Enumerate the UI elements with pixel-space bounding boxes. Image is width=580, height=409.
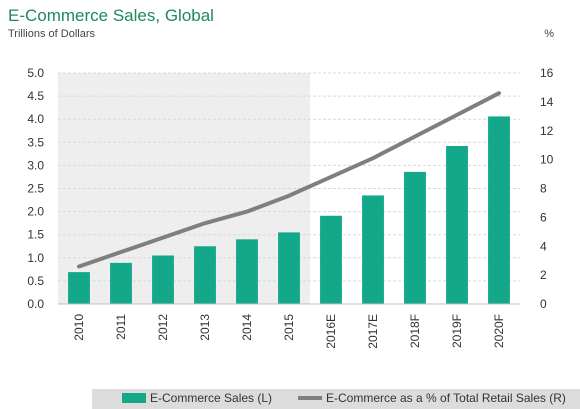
bar: [110, 262, 132, 304]
legend-item-line: E-Commerce as a % of Total Retail Sales …: [298, 391, 566, 405]
right-axis-tick-label: 8: [540, 182, 547, 196]
category-label: 2010: [72, 314, 86, 341]
category-label: 2020F: [492, 314, 506, 348]
category-label: 2016E: [324, 314, 338, 349]
legend-label-line: E-Commerce as a % of Total Retail Sales …: [326, 391, 566, 405]
chart-subtitle: Trillions of Dollars: [8, 28, 96, 40]
right-axis-tick-label: 14: [540, 95, 554, 109]
category-label: 2013: [198, 314, 212, 341]
legend-item-bars: E-Commerce Sales (L): [122, 391, 272, 405]
left-axis-tick-label: 0.0: [27, 297, 44, 311]
category-label: 2015: [282, 314, 296, 341]
category-label: 2014: [240, 314, 254, 341]
left-axis-tick-label: 3.5: [27, 135, 44, 149]
bar: [152, 255, 174, 304]
bar: [278, 232, 300, 304]
legend: E-Commerce Sales (L) E-Commerce as a % o…: [92, 389, 580, 409]
chart-title: E-Commerce Sales, Global: [8, 6, 214, 25]
right-axis-unit: %: [544, 28, 554, 40]
right-axis-tick-label: 16: [540, 66, 554, 80]
right-axis-tick-label: 12: [540, 124, 554, 138]
bar: [320, 215, 342, 304]
category-label: 2017E: [366, 314, 380, 349]
left-axis-tick-label: 2.5: [27, 182, 44, 196]
left-axis-tick-label: 3.0: [27, 158, 44, 172]
right-axis-tick-label: 4: [540, 239, 547, 253]
left-axis-tick-label: 5.0: [27, 66, 44, 80]
left-axis-tick-label: 2.0: [27, 205, 44, 219]
left-axis-tick-label: 1.5: [27, 228, 44, 242]
bar: [236, 239, 258, 304]
left-axis-tick-label: 0.5: [27, 274, 44, 288]
category-label: 2012: [156, 314, 170, 341]
left-axis-tick-label: 4.5: [27, 89, 44, 103]
left-axis-tick-label: 1.0: [27, 251, 44, 265]
right-axis-tick-label: 2: [540, 268, 547, 282]
bar: [446, 145, 468, 304]
bar: [68, 272, 90, 304]
right-axis-tick-label: 6: [540, 210, 547, 224]
bar: [362, 195, 384, 304]
right-axis-tick-label: 0: [540, 297, 547, 311]
chart-plot: 0.0 0.5 1.0 1.5 2.0 2.5 3.0 3.5 4.0 4.5 5.0 0 2 4 6 8 10…: [27, 66, 554, 349]
bar: [194, 246, 216, 304]
legend-swatch-bar: [122, 393, 146, 403]
legend-label-bars: E-Commerce Sales (L): [150, 391, 273, 405]
left-axis-tick-label: 4.0: [27, 112, 44, 126]
bar: [404, 171, 426, 304]
category-label: 2018F: [408, 314, 422, 348]
bar: [488, 116, 510, 304]
category-label: 2019F: [450, 314, 464, 348]
category-label: 2011: [114, 314, 128, 340]
legend-swatch-line: [298, 396, 322, 400]
right-axis-tick-label: 10: [540, 153, 554, 167]
